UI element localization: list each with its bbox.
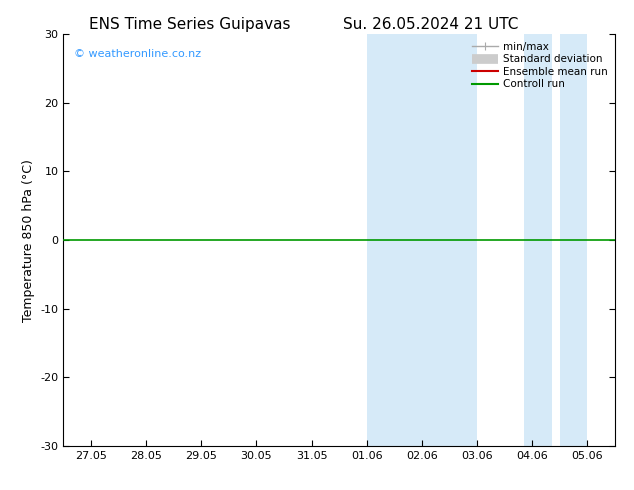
- Bar: [422, 34, 477, 446]
- Text: © weatheronline.co.nz: © weatheronline.co.nz: [74, 49, 202, 59]
- Bar: [524, 34, 552, 446]
- Text: Su. 26.05.2024 21 UTC: Su. 26.05.2024 21 UTC: [344, 17, 519, 32]
- Legend: min/max, Standard deviation, Ensemble mean run, Controll run: min/max, Standard deviation, Ensemble me…: [470, 40, 610, 92]
- Y-axis label: Temperature 850 hPa (°C): Temperature 850 hPa (°C): [22, 159, 35, 321]
- Text: ENS Time Series Guipavas: ENS Time Series Guipavas: [89, 17, 291, 32]
- Bar: [366, 34, 422, 446]
- Bar: [560, 34, 588, 446]
